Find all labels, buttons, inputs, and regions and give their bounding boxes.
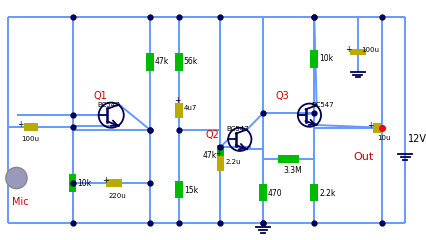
Bar <box>146 53 153 71</box>
Text: 47k: 47k <box>203 151 217 160</box>
Text: +: + <box>215 149 221 158</box>
Text: 56k: 56k <box>183 57 198 66</box>
Bar <box>175 53 182 71</box>
Text: Q3: Q3 <box>275 91 289 101</box>
Text: Mic: Mic <box>12 197 28 207</box>
Bar <box>277 155 298 162</box>
Text: 2.2u: 2.2u <box>225 159 240 165</box>
Text: +: + <box>344 45 351 54</box>
Text: 100u: 100u <box>21 136 39 142</box>
Text: 3.3M: 3.3M <box>283 166 301 175</box>
Text: 10k: 10k <box>77 179 91 188</box>
Text: 12V: 12V <box>407 134 426 144</box>
Bar <box>310 50 317 68</box>
Text: Q1: Q1 <box>94 91 107 101</box>
Text: 220u: 220u <box>108 192 126 198</box>
Text: +: + <box>173 96 180 105</box>
Bar <box>106 179 121 187</box>
Text: BC547: BC547 <box>98 102 120 108</box>
Bar <box>175 181 182 198</box>
Text: +: + <box>17 120 23 129</box>
Text: 4u7: 4u7 <box>183 106 197 112</box>
Text: +: + <box>102 176 108 186</box>
Text: 10k: 10k <box>318 54 332 63</box>
Bar <box>69 174 76 192</box>
Bar <box>310 184 317 201</box>
Text: 10u: 10u <box>376 135 390 141</box>
Text: 47k: 47k <box>154 57 169 66</box>
Bar <box>216 145 224 162</box>
Text: 15k: 15k <box>183 186 197 195</box>
Text: 2.2k: 2.2k <box>318 189 335 198</box>
Text: BC547: BC547 <box>311 102 333 108</box>
Bar <box>349 49 365 55</box>
Text: 100u: 100u <box>361 47 379 53</box>
Bar <box>24 123 37 131</box>
Bar <box>372 123 380 132</box>
Text: Q2: Q2 <box>205 130 219 140</box>
Bar <box>175 102 182 118</box>
Bar <box>259 184 266 201</box>
Text: +: + <box>366 121 373 130</box>
Text: BC547: BC547 <box>226 126 248 132</box>
Text: 470: 470 <box>267 189 282 198</box>
Text: Out: Out <box>352 152 372 162</box>
Circle shape <box>6 167 27 189</box>
Bar <box>216 156 224 171</box>
